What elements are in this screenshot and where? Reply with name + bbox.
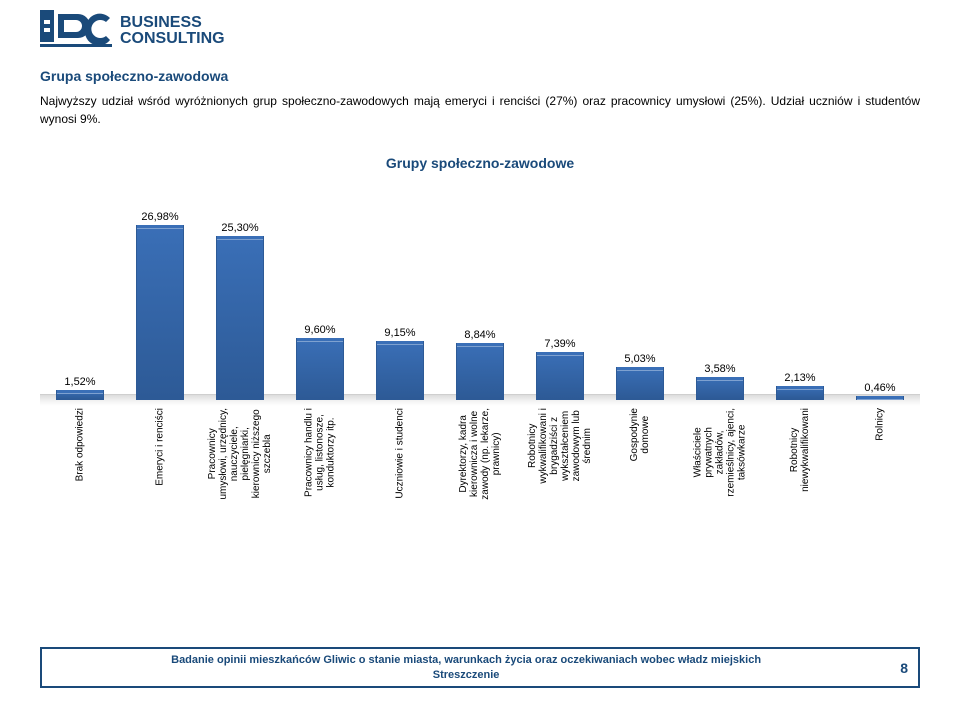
bar-value-label: 5,03% (624, 353, 655, 365)
x-label-slot: Robotnicy wykwalifikowani i brygadziści … (520, 408, 600, 628)
bar-slot: 26,98% (120, 185, 200, 400)
footer-page-number: 8 (880, 660, 908, 676)
x-label: Gospodynie domowe (629, 408, 651, 461)
bar-slot: 25,30% (200, 185, 280, 400)
logo-text: BUSINESS CONSULTING (120, 15, 225, 47)
bar (56, 390, 104, 400)
bar-value-label: 2,13% (784, 372, 815, 384)
x-label: Pracownicy handlu i usług, listonosze, k… (304, 408, 337, 497)
bar (536, 352, 584, 400)
section-title: Grupa społeczno-zawodowa (40, 68, 228, 84)
bar-value-label: 25,30% (221, 222, 258, 234)
bar-slot: 9,15% (360, 185, 440, 400)
bar-slot: 8,84% (440, 185, 520, 400)
bar-chart: 1,52% 26,98% 25,30% 9,60% 9,15% 8,84% 7,39% 5,0… (40, 185, 920, 400)
bar-value-label: 8,84% (464, 329, 495, 341)
x-label-slot: Właściciele prywatnych zakładów, rzemieś… (680, 408, 760, 628)
logo-text-line2: CONSULTING (120, 31, 225, 47)
bar-slot: 7,39% (520, 185, 600, 400)
bar-slot: 0,46% (840, 185, 920, 400)
bar (776, 386, 824, 400)
footer-text: Badanie opinii mieszkańców Gliwic o stan… (52, 653, 880, 682)
logo-text-line1: BUSINESS (120, 15, 225, 31)
x-label-slot: Emeryci i renciści (120, 408, 200, 628)
bar-slot: 2,13% (760, 185, 840, 400)
bar (616, 367, 664, 400)
x-label-slot: Uczniowie i studenci (360, 408, 440, 628)
x-label: Rolnicy (875, 408, 886, 441)
x-label-slot: Dyrektorzy, kadra kierownicza i wolne za… (440, 408, 520, 628)
bar-slot: 5,03% (600, 185, 680, 400)
bar-slot: 9,60% (280, 185, 360, 400)
bar (856, 396, 904, 400)
x-label-slot: Rolnicy (840, 408, 920, 628)
logo-mark-icon (40, 10, 112, 52)
x-label: Robotnicy wykwalifikowani i brygadziści … (527, 408, 593, 484)
chart-title: Grupy społeczno-zawodowe (0, 155, 960, 171)
bar (136, 225, 184, 400)
bar-value-label: 0,46% (864, 382, 895, 394)
intro-paragraph: Najwyższy udział wśród wyróżnionych grup… (40, 92, 920, 128)
bar-value-label: 9,15% (384, 327, 415, 339)
bar (696, 377, 744, 400)
x-label-slot: Robotnicy niewykwalifikowani (760, 408, 840, 628)
bar-value-label: 1,52% (64, 376, 95, 388)
logo: BUSINESS CONSULTING (40, 10, 225, 52)
x-label: Brak odpowiedzi (75, 408, 86, 481)
bar (296, 338, 344, 400)
bar-value-label: 9,60% (304, 324, 335, 336)
footer-line2: Streszczenie (433, 669, 500, 681)
x-label-slot: Brak odpowiedzi (40, 408, 120, 628)
x-label: Właściciele prywatnych zakładów, rzemieś… (693, 408, 748, 497)
bar-value-label: 3,58% (704, 363, 735, 375)
footer-line1: Badanie opinii mieszkańców Gliwic o stan… (171, 654, 761, 666)
bar-value-label: 26,98% (141, 211, 178, 223)
footer: Badanie opinii mieszkańców Gliwic o stan… (40, 647, 920, 688)
x-label-slot: Pracownicy umysłowi, urzędnicy, nauczyci… (200, 408, 280, 628)
x-label: Robotnicy niewykwalifikowani (789, 408, 811, 492)
bar-slot: 1,52% (40, 185, 120, 400)
bar (376, 341, 424, 400)
x-axis-labels: Brak odpowiedzi Emeryci i renciści Pracown… (40, 408, 920, 628)
bar-value-label: 7,39% (544, 338, 575, 350)
x-label: Uczniowie i studenci (395, 408, 406, 499)
bar (456, 343, 504, 400)
x-label-slot: Pracownicy handlu i usług, listonosze, k… (280, 408, 360, 628)
x-label: Pracownicy umysłowi, urzędnicy, nauczyci… (207, 408, 273, 500)
bar-slot: 3,58% (680, 185, 760, 400)
bar (216, 236, 264, 400)
x-label-slot: Gospodynie domowe (600, 408, 680, 628)
x-label: Dyrektorzy, kadra kierownicza i wolne za… (458, 408, 502, 500)
x-label: Emeryci i renciści (155, 408, 166, 486)
